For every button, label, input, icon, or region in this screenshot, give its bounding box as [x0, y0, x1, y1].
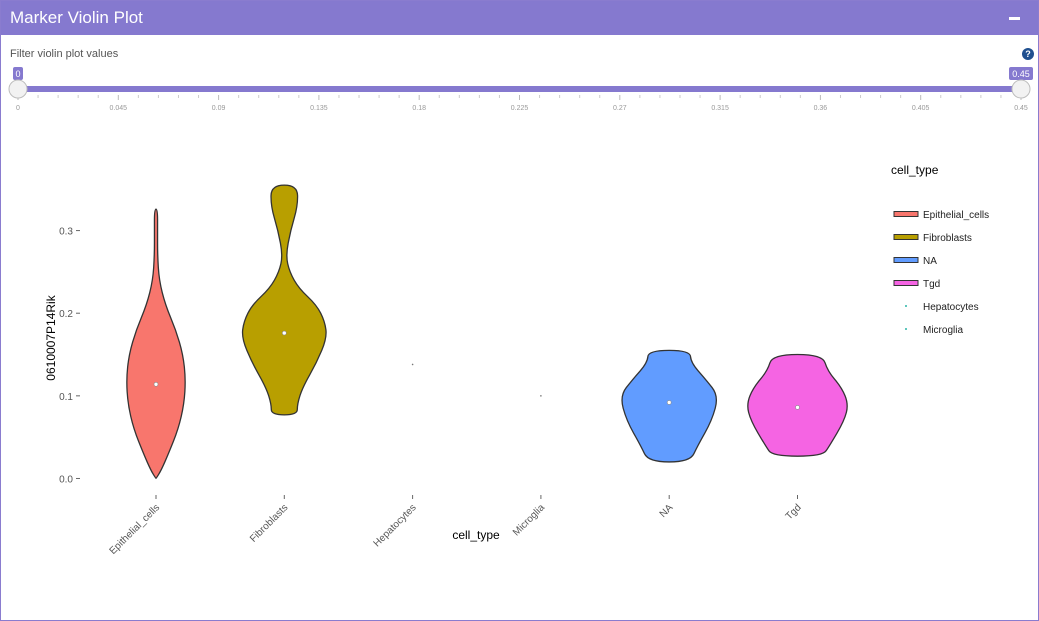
x-tick-label: NA: [658, 502, 676, 520]
violin-median-point: [795, 405, 800, 410]
x-tick-label: Epithelial_cells: [108, 502, 163, 557]
x-tick-label: Microglia: [511, 502, 547, 538]
slider-min-badge: [13, 67, 23, 80]
legend-label: Epithelial_cells: [923, 210, 989, 221]
legend-swatch: [893, 280, 919, 286]
legend-swatch: [893, 211, 919, 217]
slider-tick-label: 0: [16, 105, 20, 112]
x-tick-label: Fibroblasts: [248, 502, 290, 544]
slider-tick-label: 0.045: [110, 105, 128, 112]
slider-tick-label: 0.225: [511, 105, 529, 112]
slider-tick-label: 0.36: [814, 105, 828, 112]
slider-tick-label: 0.27: [613, 105, 627, 112]
range-slider[interactable]: 0 0.045 0.09 0.135 0.18 0.225 0.27 0.315 0.36 0.4…: [1, 61, 1039, 121]
slider-bar: [18, 86, 1021, 92]
violin-na: [621, 349, 718, 463]
help-icon[interactable]: ?: [1022, 48, 1034, 60]
x-tick-label: Hepatocytes: [372, 502, 419, 549]
panel-header: Marker Violin Plot: [1, 1, 1038, 35]
slider-tick-label: 0.405: [912, 105, 930, 112]
collapse-icon[interactable]: [1009, 17, 1020, 20]
violin-point-hepatocytes: [411, 363, 414, 366]
legend-swatch: [905, 305, 907, 307]
legend-label: NA: [923, 256, 937, 267]
x-tick-label: Tgd: [784, 502, 804, 522]
filter-label: Filter violin plot values: [10, 48, 119, 60]
legend-label: Fibroblasts: [923, 233, 972, 244]
slider-min-value: 0: [15, 69, 20, 79]
y-tick-label: 0.0: [59, 474, 73, 485]
violin-point-microglia: [540, 395, 542, 397]
y-axis-label: 0610007P14Rik: [44, 294, 58, 380]
slider-tick-label: 0.315: [711, 105, 729, 112]
y-tick-label: 0.2: [59, 309, 73, 320]
slider-tick-label: 0.18: [412, 105, 426, 112]
legend-label: Microglia: [923, 325, 963, 336]
slider-max-badge: [1009, 67, 1033, 80]
slider-max-handle[interactable]: [1011, 79, 1031, 99]
violin-median-point: [666, 400, 672, 405]
slider-tick-label: 0.135: [310, 105, 328, 112]
y-tick-label: 0.3: [59, 227, 73, 238]
y-tick-label: 0.1: [59, 392, 73, 403]
violin-median-point: [153, 381, 159, 387]
violin-epithelial-cells: [126, 208, 186, 480]
legend-title: cell_type: [891, 163, 939, 177]
violin-median-point: [281, 330, 287, 336]
legend-swatch: [905, 328, 907, 330]
slider-min-handle[interactable]: [8, 79, 28, 99]
slider-tick-label: 0.45: [1014, 105, 1028, 112]
panel-title: Marker Violin Plot: [10, 8, 143, 27]
violin-chart: 0.0 0.1 0.2 0.3 0610007P14Rik Epithelial_cell…: [44, 163, 989, 557]
violin-fibroblasts: [241, 184, 327, 416]
slider-max-value: 0.45: [1012, 69, 1030, 79]
x-axis-label: cell_type: [452, 528, 500, 542]
slider-tick-label: 0.09: [212, 105, 226, 112]
legend-swatch: [893, 257, 919, 263]
legend-swatch: [893, 234, 919, 240]
legend-label: Hepatocytes: [923, 302, 979, 313]
legend-label: Tgd: [923, 279, 940, 290]
